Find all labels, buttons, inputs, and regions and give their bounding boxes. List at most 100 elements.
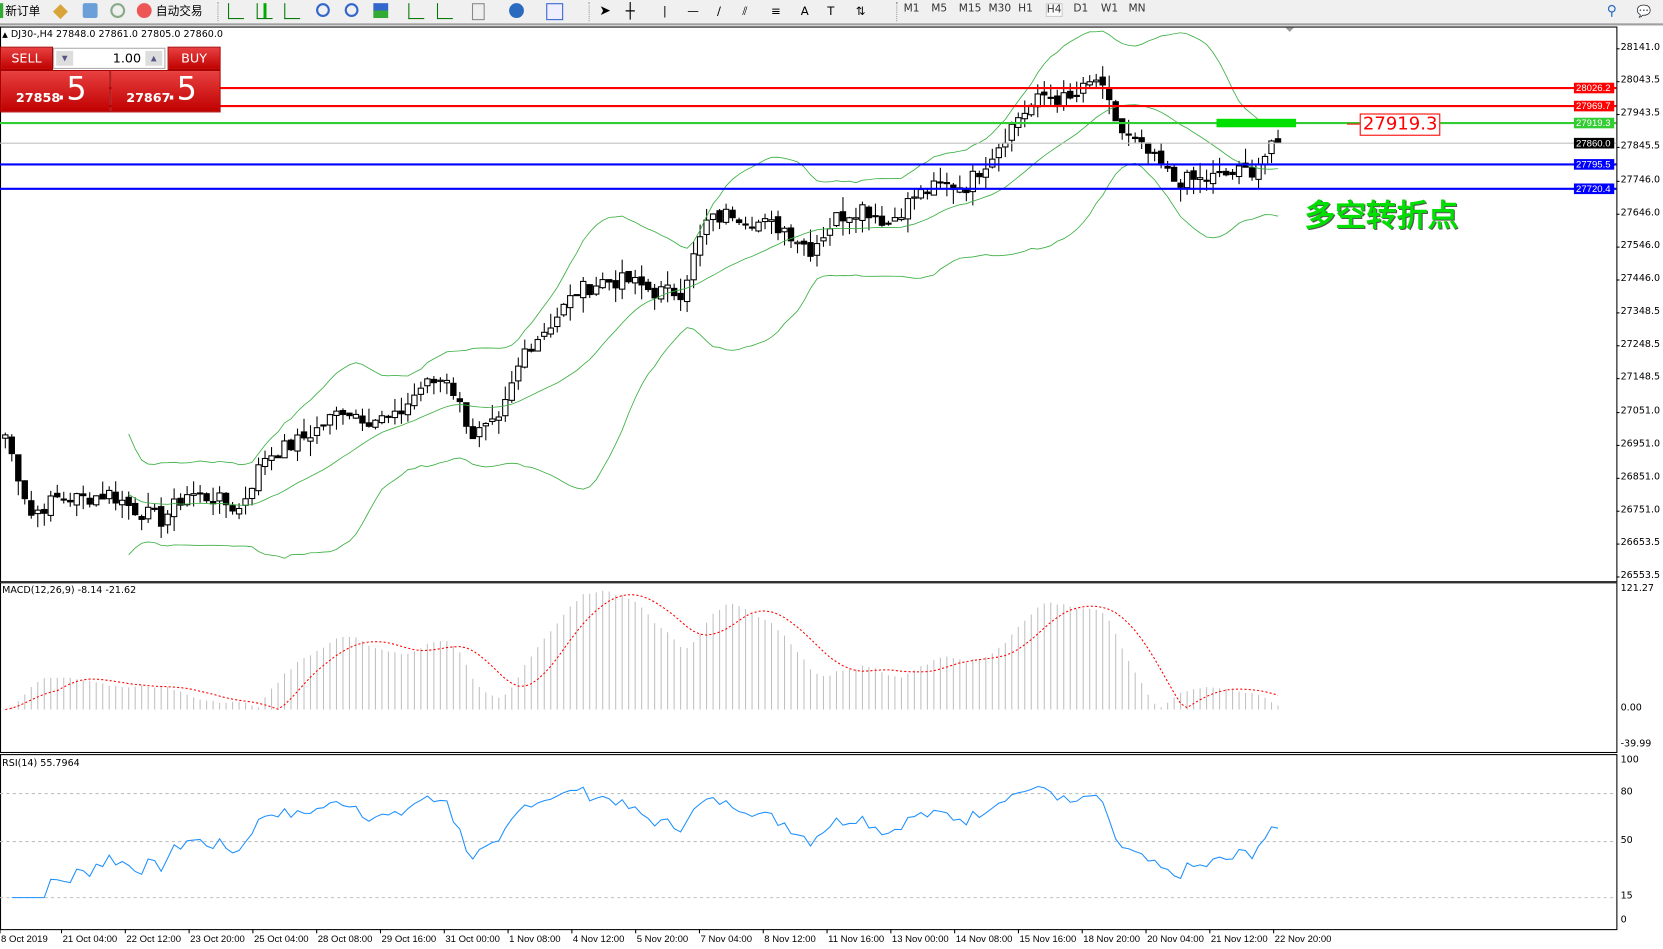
navigator-icon[interactable] [82,3,98,19]
candle-body [1093,79,1100,83]
zoom-out-icon[interactable] [344,3,359,17]
candle-body [1008,123,1015,141]
candlestick-icon[interactable] [256,3,273,20]
volume-decrease-button[interactable]: ▼ [56,50,74,66]
vertical-line-icon[interactable]: | [662,4,667,19]
fibonacci-icon[interactable]: ≡ [771,4,781,19]
candle-body [683,279,691,303]
candle-body [502,399,509,417]
volume-input[interactable]: 1.00 [112,50,142,66]
timeframe-m5[interactable]: M5 [931,3,948,15]
indicators-icon[interactable] [471,3,485,21]
volume-increase-button[interactable]: ▲ [145,50,163,66]
time-axis-label: 18 Nov 20:00 [1083,933,1141,944]
candle-body [677,292,684,301]
auto-trading-button[interactable]: 自动交易 [155,4,203,19]
equidistant-channel-icon[interactable]: ⫽ [742,4,748,19]
volume-stepper[interactable]: ▼ 1.00 ▲ [53,47,166,69]
candle-body [911,196,918,199]
chat-icon[interactable]: 💬 [1636,4,1652,19]
trendline-icon[interactable]: / [716,4,721,19]
bb-middle [128,104,1279,506]
price-annotation-box[interactable]: 27919.3 [1359,113,1441,136]
candle-body [125,496,132,507]
arrows-icon[interactable]: ⇅ [855,4,866,19]
crosshair-icon[interactable]: ┼ [625,3,635,21]
zoom-in-icon[interactable] [316,3,330,17]
new-order-button[interactable]: 新订单 [5,4,41,19]
candle-body [976,172,983,178]
macd-pane[interactable] [0,582,1618,754]
candle-body [131,502,139,516]
buy-price-button[interactable]: 27867 .5 [110,69,221,113]
separator [896,2,898,22]
candle-body [625,270,632,283]
turning-point-annotation[interactable]: 多空转折点 [1304,197,1459,234]
macd-histogram [11,590,1279,710]
timeframe-w1[interactable]: W1 [1100,3,1119,15]
price-axis-label: 27348.5 [1620,306,1661,318]
timeframe-m1[interactable]: M1 [903,3,920,15]
time-axis-label: 31 Oct 00:00 [445,933,501,944]
candle-body [1183,171,1191,189]
bb-upper [128,30,1279,466]
cursor-icon[interactable]: ➤ [599,3,611,20]
time-axis-label: 28 Oct 08:00 [317,933,373,944]
rsi-axis-label: 0 [1620,915,1627,926]
text-label-icon[interactable]: T [827,4,835,19]
candle-body [1222,170,1230,176]
signals-icon[interactable] [110,3,126,19]
templates-icon[interactable] [546,3,564,21]
line-chart-icon[interactable] [284,3,301,20]
tile-windows-icon[interactable] [373,3,389,19]
rsi-pane[interactable] [0,754,1618,931]
candle-body [268,455,275,461]
chart-shift-marker [1285,27,1294,32]
candles [2,66,1282,539]
price-axis-label: 27248.5 [1620,339,1661,350]
candle-body [774,216,782,234]
candle-body [1131,136,1139,140]
auto-trading-icon[interactable] [136,3,152,19]
timeframe-h4[interactable]: H4 [1045,3,1063,17]
sell-price-button[interactable]: 27858 .5 [0,69,111,113]
sell-button[interactable]: SELL [0,46,54,70]
candle-body [1177,182,1184,188]
candle-body [144,506,152,520]
search-icon[interactable]: ⚲ [1606,3,1617,20]
macd-axis-label: 0.00 [1620,703,1642,714]
timeframe-m30[interactable]: M30 [988,3,1012,15]
rsi-label: RSI(14) 55.7964 [2,758,80,769]
candle-body [1190,170,1197,180]
new-order-icon[interactable] [0,3,4,19]
candle-body [274,455,282,459]
candle-body [378,415,386,424]
candle-body [1138,137,1145,143]
candle-body [1034,93,1041,108]
candle-body [969,170,977,193]
candle-body [313,427,321,437]
candle-body [547,327,554,335]
candle-body [476,427,483,438]
candle-body [638,276,645,286]
timeframe-mn[interactable]: MN [1128,3,1146,15]
main-chart-pane[interactable] [0,26,1618,583]
candle-body [1229,171,1236,176]
candle-body [593,285,600,295]
buy-button[interactable]: BUY [167,46,221,70]
timeframe-m15[interactable]: M15 [958,3,982,15]
chart-shift-icon[interactable] [436,3,453,20]
periods-icon[interactable] [509,3,524,19]
candle-body [119,499,126,506]
bar-chart-icon[interactable] [228,3,244,20]
candle-body [203,493,210,502]
macd-signal-line [5,594,1279,711]
price-axis-label: 27646.0 [1620,207,1661,219]
timeframe-d1[interactable]: D1 [1073,3,1089,15]
candle-body [495,416,502,421]
timeframe-h1[interactable]: H1 [1018,3,1033,15]
horizontal-line-icon[interactable]: — [687,4,699,19]
autoscroll-icon[interactable] [408,3,425,20]
candle-body [1151,151,1158,154]
text-icon[interactable]: A [800,4,809,19]
